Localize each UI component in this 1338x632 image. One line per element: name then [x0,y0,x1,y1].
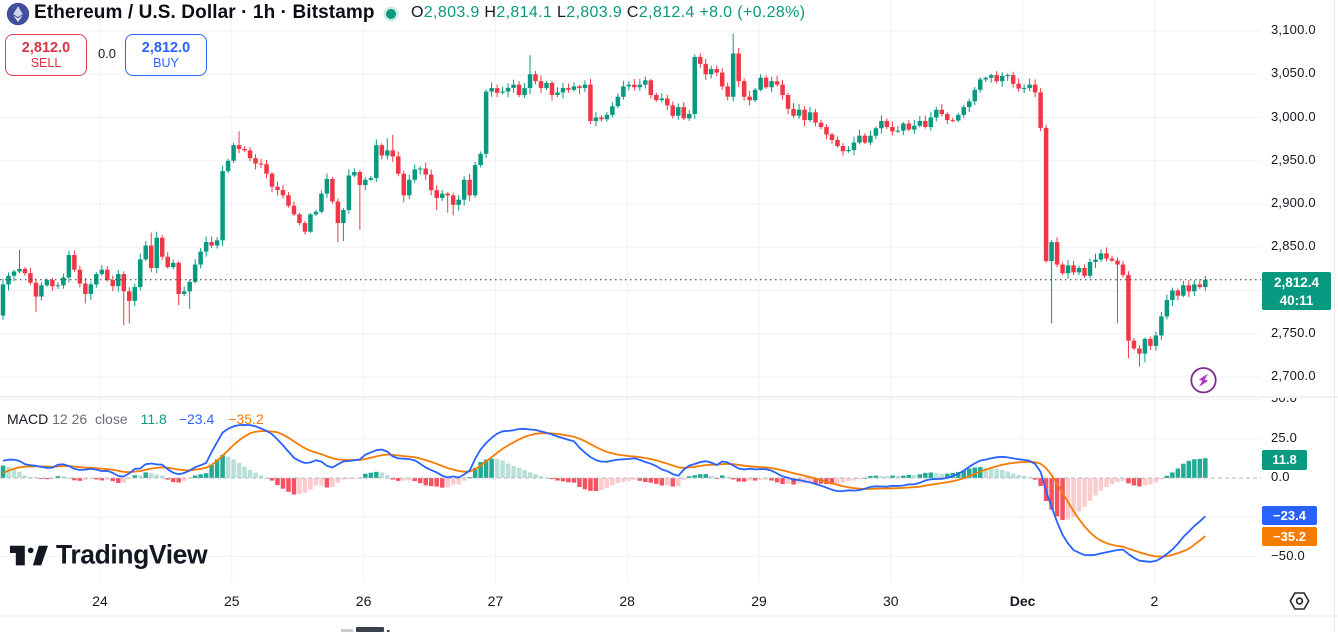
svg-text:TradingView: TradingView [56,540,208,570]
